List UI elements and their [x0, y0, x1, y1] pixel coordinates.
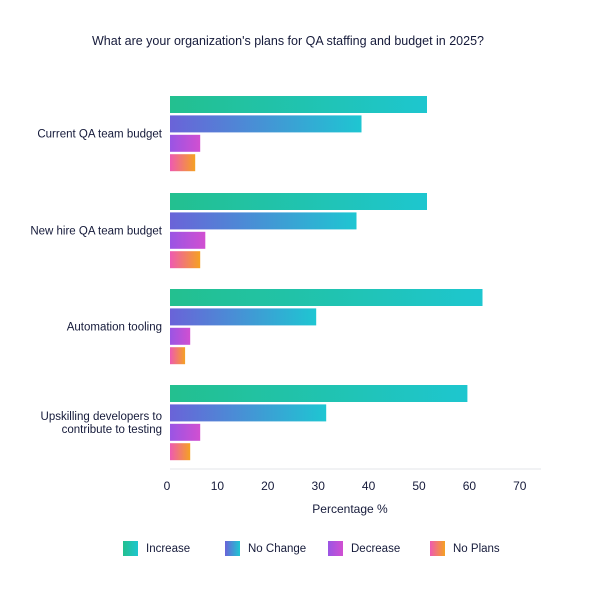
category-label: contribute to testing	[62, 424, 162, 436]
x-axis-label: Percentage %	[312, 502, 388, 516]
bar-no-change-4	[170, 404, 327, 422]
bar-decrease-4	[170, 423, 201, 441]
legend-label-increase: Increase	[146, 543, 190, 555]
legend-swatch-increase	[123, 541, 138, 556]
bar-no-plans-2	[170, 251, 201, 269]
x-tick-label: 30	[312, 479, 326, 493]
bar-no-plans-4	[170, 443, 191, 461]
category-label: New hire QA team budget	[30, 226, 162, 238]
bar-decrease-3	[170, 327, 191, 345]
bar-no-plans-3	[170, 347, 186, 365]
bar-decrease-1	[170, 134, 201, 152]
bar-no-change-3	[170, 308, 317, 326]
category-label: Upskilling developers to	[41, 411, 162, 423]
bar-no-change-1	[170, 115, 362, 133]
x-tick-label: 10	[211, 479, 225, 493]
x-tick-label: 70	[513, 479, 527, 493]
category-label: Automation tooling	[67, 322, 162, 334]
x-tick-label: 50	[412, 479, 426, 493]
bar-no-plans-1	[170, 154, 196, 172]
bar-no-change-2	[170, 212, 357, 230]
legend-swatch-no-change	[225, 541, 240, 556]
category-label: Current QA team budget	[37, 129, 162, 141]
x-tick-label: 0	[164, 479, 171, 493]
legend-swatch-no-plans	[430, 541, 445, 556]
x-tick-label: 60	[463, 479, 477, 493]
bar-increase-4	[170, 385, 468, 402]
bar-decrease-2	[170, 231, 206, 249]
legend-label-no-change: No Change	[248, 543, 306, 555]
legend-swatch-decrease	[328, 541, 343, 556]
bar-increase-1	[170, 96, 427, 113]
legend-label-decrease: Decrease	[351, 543, 400, 555]
legend-label-no-plans: No Plans	[453, 543, 500, 555]
x-tick-label: 40	[362, 479, 376, 493]
chart-title: What are your organization's plans for Q…	[92, 34, 484, 48]
x-tick-label: 20	[261, 479, 275, 493]
bar-increase-2	[170, 193, 427, 210]
bar-increase-3	[170, 289, 483, 306]
